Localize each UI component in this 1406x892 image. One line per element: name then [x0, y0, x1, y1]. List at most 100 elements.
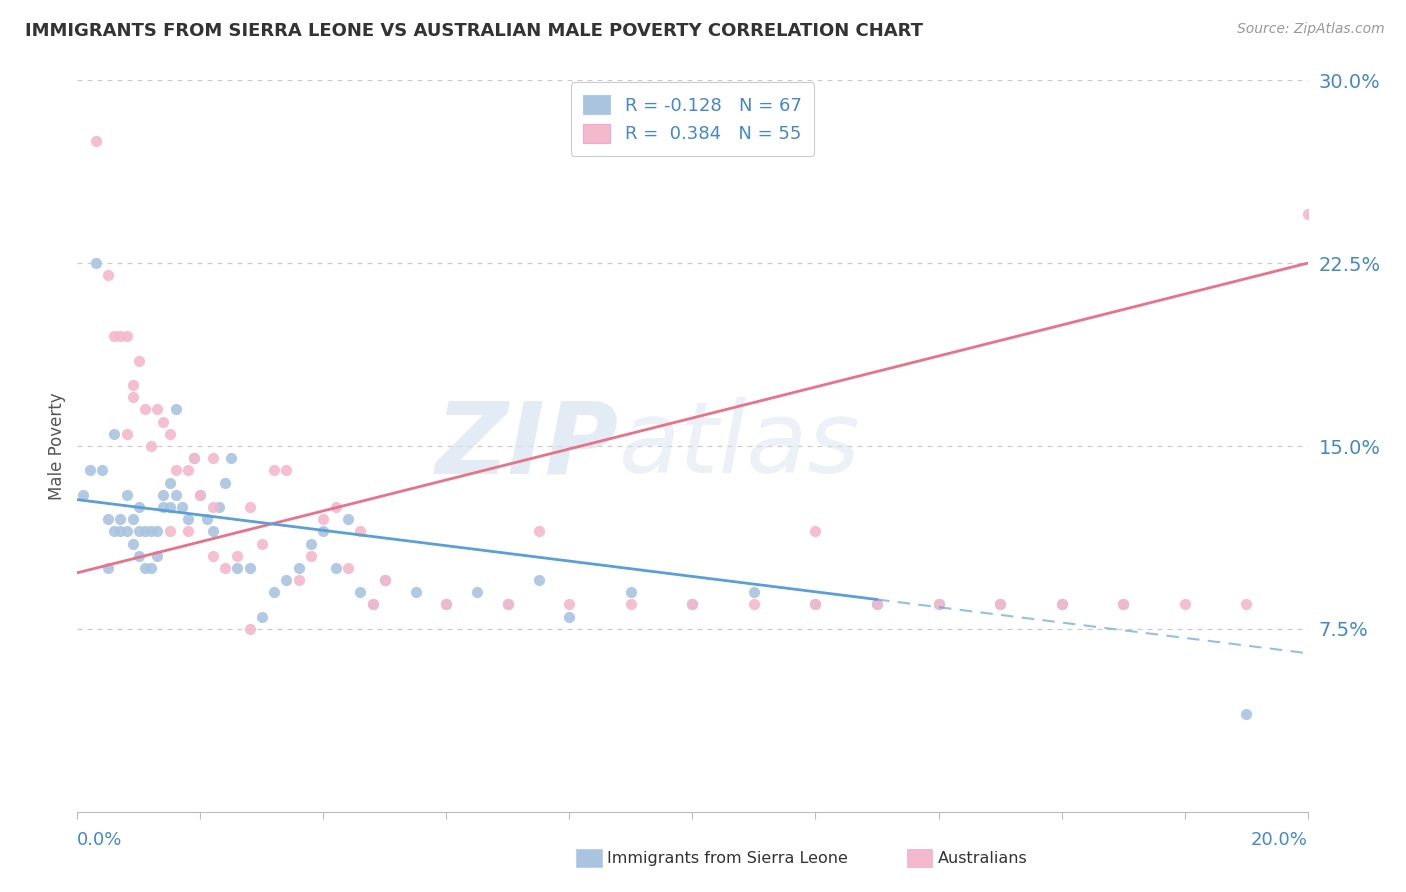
- Text: Source: ZipAtlas.com: Source: ZipAtlas.com: [1237, 22, 1385, 37]
- Point: [465, 585, 488, 599]
- Text: Australians: Australians: [938, 851, 1028, 865]
- Point: [337, 512, 360, 526]
- Point: [177, 463, 200, 477]
- Point: [312, 512, 335, 526]
- Point: [103, 426, 125, 441]
- Point: [288, 573, 311, 587]
- Point: [152, 488, 174, 502]
- Point: [312, 524, 335, 539]
- Point: [349, 524, 371, 539]
- Point: [928, 598, 950, 612]
- Point: [110, 524, 132, 539]
- Point: [134, 561, 156, 575]
- Point: [188, 488, 212, 502]
- Point: [201, 451, 224, 466]
- Point: [177, 512, 200, 526]
- Point: [374, 573, 396, 587]
- Point: [195, 512, 218, 526]
- Point: [1234, 598, 1257, 612]
- Point: [928, 598, 950, 612]
- Point: [177, 524, 200, 539]
- Point: [1050, 598, 1073, 612]
- Point: [121, 378, 143, 392]
- Point: [742, 598, 765, 612]
- Point: [239, 622, 262, 636]
- Point: [201, 549, 224, 563]
- Point: [1174, 598, 1197, 612]
- Point: [1296, 207, 1319, 221]
- Point: [226, 561, 249, 575]
- Point: [527, 524, 550, 539]
- Point: [121, 536, 143, 550]
- Point: [146, 402, 169, 417]
- Point: [115, 488, 138, 502]
- Point: [110, 512, 132, 526]
- Point: [121, 390, 143, 404]
- Point: [128, 353, 150, 368]
- Point: [436, 598, 458, 612]
- Point: [183, 451, 205, 466]
- Legend: R = -0.128   N = 67, R =  0.384   N = 55: R = -0.128 N = 67, R = 0.384 N = 55: [571, 82, 814, 156]
- Point: [349, 585, 371, 599]
- Point: [159, 475, 181, 490]
- Point: [299, 549, 322, 563]
- Point: [115, 524, 138, 539]
- Point: [159, 500, 181, 514]
- Point: [263, 585, 285, 599]
- Point: [558, 598, 581, 612]
- Point: [146, 549, 169, 563]
- Point: [263, 463, 285, 477]
- Text: 20.0%: 20.0%: [1251, 831, 1308, 849]
- Text: IMMIGRANTS FROM SIERRA LEONE VS AUSTRALIAN MALE POVERTY CORRELATION CHART: IMMIGRANTS FROM SIERRA LEONE VS AUSTRALI…: [25, 22, 924, 40]
- Y-axis label: Male Poverty: Male Poverty: [48, 392, 66, 500]
- Point: [742, 585, 765, 599]
- Point: [97, 512, 120, 526]
- Point: [79, 463, 101, 477]
- Point: [988, 598, 1011, 612]
- Point: [165, 463, 187, 477]
- Point: [84, 256, 107, 270]
- Point: [804, 598, 827, 612]
- Point: [325, 500, 347, 514]
- Point: [436, 598, 458, 612]
- Point: [1112, 598, 1135, 612]
- Point: [866, 598, 889, 612]
- Point: [134, 524, 156, 539]
- Text: 0.0%: 0.0%: [77, 831, 122, 849]
- Point: [361, 598, 384, 612]
- Point: [97, 268, 120, 283]
- Point: [141, 524, 163, 539]
- Point: [165, 402, 187, 417]
- Point: [219, 451, 242, 466]
- Point: [110, 329, 132, 343]
- Point: [1112, 598, 1135, 612]
- Point: [115, 426, 138, 441]
- Point: [121, 512, 143, 526]
- Point: [103, 524, 125, 539]
- Point: [146, 524, 169, 539]
- Point: [620, 598, 643, 612]
- Point: [804, 598, 827, 612]
- Point: [72, 488, 94, 502]
- Point: [239, 561, 262, 575]
- Point: [128, 500, 150, 514]
- Text: Immigrants from Sierra Leone: Immigrants from Sierra Leone: [607, 851, 848, 865]
- Point: [226, 549, 249, 563]
- Point: [128, 549, 150, 563]
- Point: [682, 598, 704, 612]
- Point: [288, 561, 311, 575]
- Point: [276, 463, 298, 477]
- Point: [250, 609, 273, 624]
- Point: [496, 598, 519, 612]
- Point: [97, 561, 120, 575]
- Point: [141, 561, 163, 575]
- Point: [214, 475, 236, 490]
- Point: [866, 598, 889, 612]
- Point: [496, 598, 519, 612]
- Point: [159, 426, 181, 441]
- Text: atlas: atlas: [619, 398, 860, 494]
- Point: [1050, 598, 1073, 612]
- Point: [558, 609, 581, 624]
- Point: [165, 488, 187, 502]
- Point: [804, 524, 827, 539]
